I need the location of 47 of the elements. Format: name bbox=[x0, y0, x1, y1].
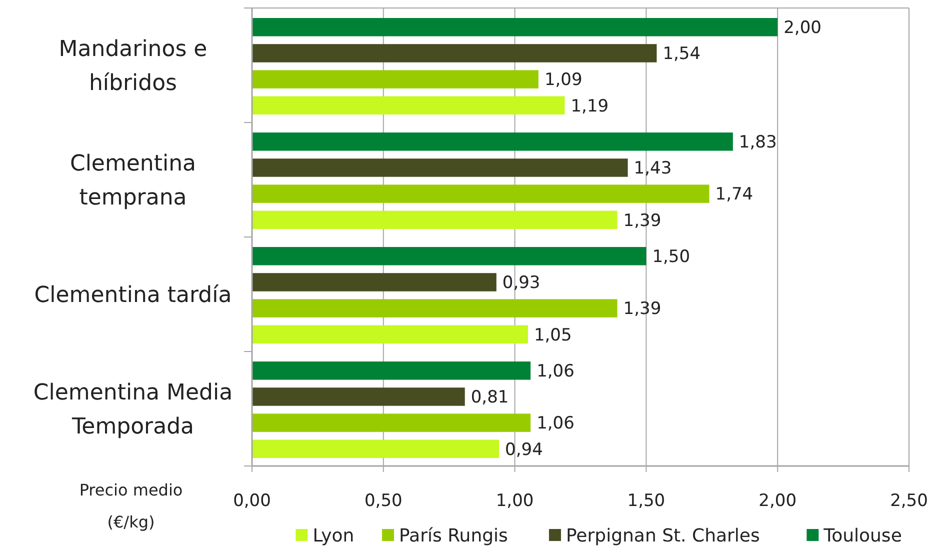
legend-label: Toulouse bbox=[822, 525, 902, 546]
data-label: 1,54 bbox=[662, 44, 701, 64]
y-tick-label: Clementina temprana bbox=[70, 151, 196, 210]
data-label: 1,50 bbox=[652, 247, 690, 268]
bar bbox=[252, 96, 565, 114]
bar bbox=[252, 362, 531, 380]
legend-label: Lyon bbox=[312, 525, 354, 546]
bar bbox=[252, 18, 778, 36]
data-label: 1,43 bbox=[634, 158, 672, 179]
bar bbox=[252, 158, 628, 177]
data-label: 1,09 bbox=[544, 70, 582, 90]
data-label: 1,19 bbox=[570, 96, 609, 116]
bar bbox=[252, 414, 531, 432]
data-label: 1,06 bbox=[536, 414, 574, 434]
bar bbox=[252, 440, 500, 458]
data-label: 0,94 bbox=[505, 440, 543, 460]
bar bbox=[252, 273, 496, 292]
y-tick-label: Mandarinos e híbridos bbox=[58, 36, 208, 96]
data-label: 0,93 bbox=[502, 273, 540, 294]
data-label: 0,81 bbox=[470, 388, 509, 408]
data-label: 1,05 bbox=[534, 325, 572, 346]
x-axis-title: Precio medio (€/kg) bbox=[79, 480, 183, 532]
bar bbox=[252, 132, 733, 151]
x-tick-label: 2,00 bbox=[758, 490, 797, 511]
data-label: 2,00 bbox=[784, 18, 822, 38]
bar bbox=[252, 325, 528, 344]
x-tick-label: 1,00 bbox=[496, 490, 534, 511]
bar bbox=[252, 247, 646, 266]
x-tick-label: 0,50 bbox=[364, 490, 402, 511]
x-tick-label: 1,50 bbox=[627, 490, 666, 511]
bar bbox=[252, 388, 465, 406]
x-tick-label: 2,50 bbox=[890, 490, 928, 511]
x-tick-label: 0,00 bbox=[233, 490, 271, 511]
bar bbox=[252, 70, 538, 88]
data-label: 1,83 bbox=[738, 132, 777, 153]
y-tick-label: Clementina Media Temporada bbox=[33, 380, 233, 440]
bar bbox=[252, 210, 618, 229]
data-label: 1,39 bbox=[623, 299, 662, 320]
data-label: 1,74 bbox=[715, 184, 754, 205]
data-label: 1,06 bbox=[536, 362, 574, 382]
bar bbox=[252, 299, 618, 318]
y-tick-label: Clementina tardía bbox=[34, 282, 232, 308]
bar bbox=[252, 184, 710, 203]
legend-label: Perpignan St. Charles bbox=[566, 525, 760, 546]
data-label: 1,39 bbox=[623, 210, 662, 231]
legend-label: París Rungis bbox=[399, 525, 508, 546]
bar bbox=[252, 44, 657, 62]
